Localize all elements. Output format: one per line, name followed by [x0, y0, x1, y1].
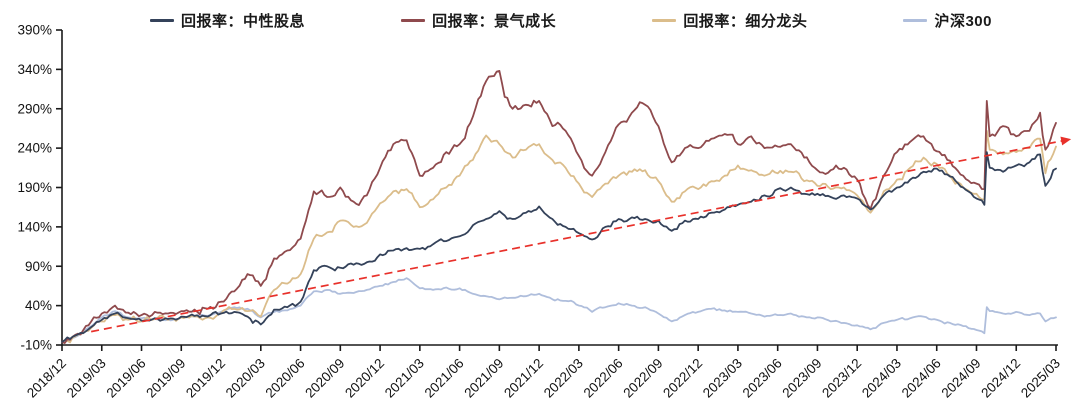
y-axis-tick-label: -10%: [20, 338, 52, 353]
x-axis-tick-label: 2021/12: [501, 356, 546, 401]
x-axis-tick-label: 2024/12: [978, 356, 1023, 401]
x-axis-tick-label: 2019/03: [64, 356, 109, 401]
y-axis-tick-label: 190%: [17, 180, 52, 195]
x-axis-tick-label: 2023/09: [779, 356, 824, 401]
x-axis-tick-label: 2024/03: [859, 356, 904, 401]
x-axis-tick-label: 2025/03: [1018, 356, 1063, 401]
y-axis-tick-label: 90%: [25, 259, 52, 274]
x-axis-tick-label: 2024/09: [938, 356, 983, 401]
y-axis-tick-label: 240%: [17, 141, 52, 156]
x-axis-tick-label: 2023/03: [700, 356, 745, 401]
x-axis-tick-label: 2022/12: [660, 356, 705, 401]
line-boom-growth: [61, 70, 1057, 344]
axes: 390% 340% 290% 240% 190% 140% 90% 40% -10% 2018/1…: [17, 23, 1063, 401]
trend-arrowhead-icon: [1060, 136, 1072, 146]
x-axis-tick-label: 2019/09: [143, 356, 188, 401]
x-axis-tick-label: 2022/06: [581, 356, 626, 401]
y-axis-tick-label: 340%: [17, 62, 52, 77]
x-axis-tick-label: 2020/03: [223, 356, 268, 401]
line-niche-leader: [61, 129, 1057, 344]
x-axis-tick-label: 2021/06: [422, 356, 467, 401]
x-axis-tick-label: 2023/12: [819, 356, 864, 401]
y-axis-tick-label: 290%: [17, 101, 52, 116]
x-axis-tick-label: 2018/12: [24, 356, 69, 401]
x-axis-tick-label: 2021/09: [461, 356, 506, 401]
x-axis-tick-label: 2024/06: [899, 356, 944, 401]
y-axis-tick-label: 40%: [25, 298, 52, 313]
trend-line: [90, 136, 1072, 333]
line-csi300: [61, 277, 1057, 343]
y-axis-tick-label: 140%: [17, 219, 52, 234]
x-axis-tick-label: 2022/03: [541, 356, 586, 401]
x-axis-tick-label: 2019/12: [183, 356, 228, 401]
x-axis-tick-label: 2020/09: [302, 356, 347, 401]
x-axis-tick-label: 2020/12: [342, 356, 387, 401]
x-axis-tick-label: 2023/06: [740, 356, 785, 401]
x-axis-tick-label: 2021/03: [382, 356, 427, 401]
y-axis-tick-label: 390%: [17, 23, 52, 38]
line-neutral-dividend: [61, 151, 1057, 343]
x-axis-tick-label: 2022/09: [620, 356, 665, 401]
x-axis-tick-label: 2020/06: [263, 356, 308, 401]
x-axis-tick-label: 2019/06: [104, 356, 149, 401]
